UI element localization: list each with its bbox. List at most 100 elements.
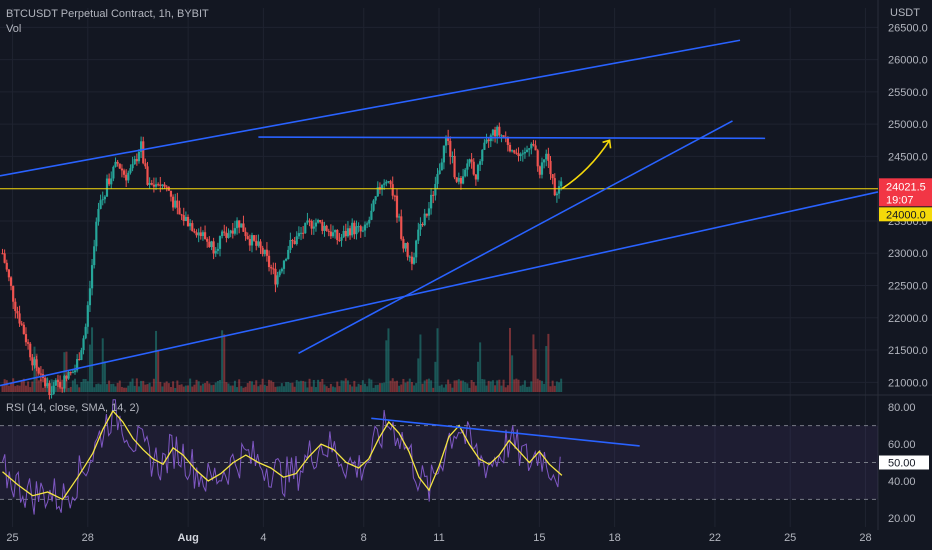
candle-body (148, 183, 151, 185)
volume-bar (82, 378, 85, 392)
volume-bar (466, 383, 469, 392)
volume-bar (123, 387, 126, 392)
volume-bar (506, 385, 509, 392)
candle-body (427, 208, 431, 216)
candle-body (545, 153, 548, 160)
candle-body (131, 164, 134, 169)
candle-body (267, 255, 271, 268)
candle-body (225, 232, 228, 238)
candle-body (374, 196, 377, 201)
volume-bar (244, 386, 247, 392)
candle-body (272, 268, 275, 270)
candle-body (174, 200, 177, 208)
volume-bar (223, 334, 226, 392)
volume-bar (387, 328, 390, 392)
price-tick-label: 21500.0 (888, 345, 928, 357)
volume-bar (551, 380, 554, 392)
volume-bar (276, 386, 279, 392)
volume-bar (189, 378, 192, 392)
candle-body (530, 143, 533, 149)
volume-bar (427, 378, 430, 392)
volume-bar (372, 387, 375, 392)
volume-bar (413, 385, 416, 392)
volume-bar (500, 385, 503, 392)
volume-bar (408, 378, 411, 392)
volume-bar (470, 379, 473, 392)
volume-bar (114, 386, 117, 392)
volume-bar (359, 385, 362, 392)
volume-bar (314, 387, 317, 392)
volume-bar (312, 379, 315, 392)
candle-body (161, 184, 164, 186)
volume-bar (310, 386, 313, 392)
volume-bar (39, 379, 42, 392)
candle-body (189, 223, 192, 227)
volume-bar (423, 380, 426, 392)
volume-bar (206, 381, 209, 392)
candle-body (120, 168, 124, 171)
candle-body (127, 172, 130, 181)
volume-bar (167, 383, 170, 392)
symbol-title[interactable]: BTCUSDT Perpetual Contract, 1h, BYBIT (6, 8, 209, 20)
volume-bar (438, 385, 441, 392)
volume-bar (321, 378, 324, 392)
price-tick-label: 24500.0 (888, 151, 928, 163)
candle-body (500, 135, 503, 137)
volume-bar (84, 379, 87, 392)
volume-bar (536, 378, 539, 392)
volume-bar (178, 384, 181, 392)
candle-body (212, 241, 215, 254)
volume-bar (378, 383, 381, 392)
candle-body (519, 154, 522, 157)
volume-bar (24, 385, 27, 392)
candle-body (342, 230, 345, 238)
candle-body (238, 220, 241, 228)
volume-indicator-label[interactable]: Vol (6, 23, 22, 35)
projection-arrow-shaft (561, 139, 611, 190)
volume-bar (483, 379, 486, 392)
candle-body (65, 375, 68, 379)
candle-body (240, 223, 243, 228)
price-tick-label: 23000.0 (888, 248, 928, 260)
volume-bar (33, 346, 36, 392)
candle-body (37, 367, 40, 374)
candle-body (461, 176, 465, 184)
volume-bar (159, 381, 162, 392)
price-tick-label: 26000.0 (888, 55, 928, 67)
volume-bar (187, 385, 190, 392)
candle-body (395, 195, 399, 218)
candle-body (231, 230, 234, 234)
candle-body (440, 162, 443, 171)
candle-body (432, 194, 435, 196)
price-axis: 21000.021500.022000.022500.023000.023500… (879, 22, 932, 525)
candle-body (84, 326, 87, 339)
candle-body (449, 140, 452, 157)
volume-bar (406, 381, 409, 392)
candle-body (329, 231, 332, 237)
candle-body (476, 164, 480, 180)
candle-body (227, 233, 230, 238)
volume-bar (161, 386, 164, 392)
volume-bar (195, 379, 198, 392)
volume-bar (250, 381, 253, 392)
candle-body (137, 151, 141, 162)
candle-body (498, 126, 501, 136)
volume-bar (558, 382, 561, 392)
candle-body (496, 126, 499, 137)
volume-bar (182, 386, 185, 392)
candle-body (470, 159, 473, 162)
candle-body (52, 385, 55, 394)
volume-bar (197, 381, 200, 392)
volume-bar (425, 379, 428, 392)
candle-body (255, 240, 258, 246)
candle-body (336, 230, 339, 241)
candle-body (421, 224, 424, 226)
rsi-line (2, 399, 561, 515)
volume-bar (479, 342, 482, 392)
volume-bar (289, 382, 292, 392)
volume-bar (236, 387, 239, 392)
rsi-indicator-label[interactable]: RSI (14, close, SMA, 14, 2) (6, 402, 140, 414)
candle-body (359, 226, 362, 232)
volume-bar (163, 382, 166, 392)
